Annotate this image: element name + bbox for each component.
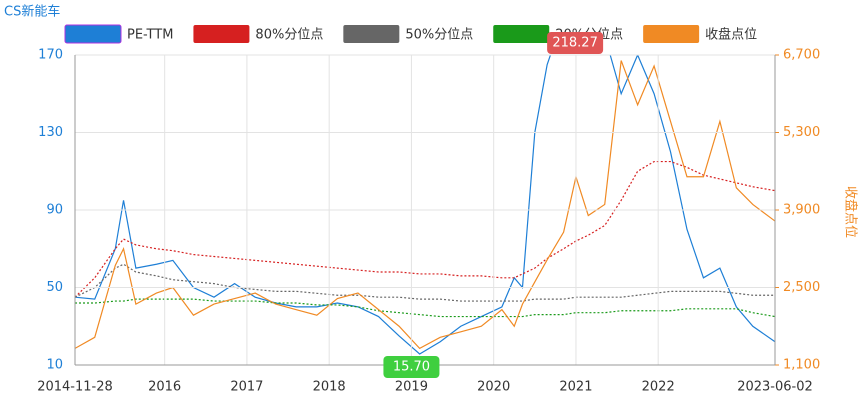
series-line <box>75 60 775 350</box>
annotation-label: 15.70 <box>393 360 430 375</box>
series-line <box>75 263 775 302</box>
legend-swatch <box>493 25 550 43</box>
y2-tick-label: 1,100 <box>783 358 820 373</box>
y-tick-label: 50 <box>46 280 63 295</box>
annotation-box <box>383 356 440 378</box>
series-line <box>75 55 775 355</box>
y-tick-label: 10 <box>46 358 63 373</box>
y2-tick-label: 2,500 <box>783 280 820 295</box>
y2-tick-label: 5,300 <box>783 125 820 140</box>
x-tick-label: 2020 <box>477 380 510 395</box>
y-tick-label: 130 <box>38 125 63 140</box>
chart-title: CS新能车 <box>4 4 60 20</box>
x-tick-label: 2017 <box>230 380 263 395</box>
y2-tick-label: 6,700 <box>783 48 820 63</box>
x-tick-label: 2019 <box>395 380 428 395</box>
legend-swatch <box>643 25 700 43</box>
legend-label: 收盘点位 <box>705 27 757 43</box>
x-tick-label: 2022 <box>642 380 675 395</box>
legend-label: 50%分位点 <box>405 28 473 43</box>
x-tick-label: 2014-11-28 <box>37 380 113 395</box>
legend-swatch <box>193 25 250 43</box>
annotation-label: 218.27 <box>552 36 598 51</box>
legend-label: 80%分位点 <box>255 28 323 43</box>
annotation-box <box>547 32 604 54</box>
legend-label: PE-TTM <box>127 28 173 43</box>
y-tick-label: 170 <box>38 48 63 63</box>
plot-area <box>75 55 775 355</box>
y2-axis-title: 收盘点位 <box>843 186 859 238</box>
x-tick-label: 2023-06-02 <box>737 380 813 395</box>
x-tick-label: 2016 <box>148 380 181 395</box>
legend-swatch <box>64 24 122 44</box>
x-tick-label: 2018 <box>313 380 346 395</box>
legend-swatch <box>343 25 400 43</box>
x-tick-label: 2021 <box>559 380 592 395</box>
y-tick-label: 90 <box>46 203 63 218</box>
y2-tick-label: 3,900 <box>783 203 820 218</box>
series-line <box>75 160 775 298</box>
series-line <box>75 298 775 318</box>
